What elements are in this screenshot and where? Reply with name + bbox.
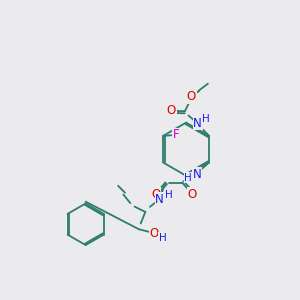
Text: N: N	[155, 193, 164, 206]
Text: O: O	[151, 188, 160, 201]
Text: H: H	[184, 173, 192, 183]
Text: O: O	[187, 90, 196, 104]
Text: H: H	[202, 114, 210, 124]
Text: O: O	[187, 188, 196, 201]
Text: F: F	[172, 128, 179, 141]
Text: N: N	[193, 117, 202, 130]
Text: N: N	[193, 168, 202, 181]
Text: O: O	[149, 227, 158, 240]
Text: O: O	[167, 104, 176, 117]
Text: H: H	[165, 190, 172, 200]
Text: H: H	[159, 233, 167, 243]
